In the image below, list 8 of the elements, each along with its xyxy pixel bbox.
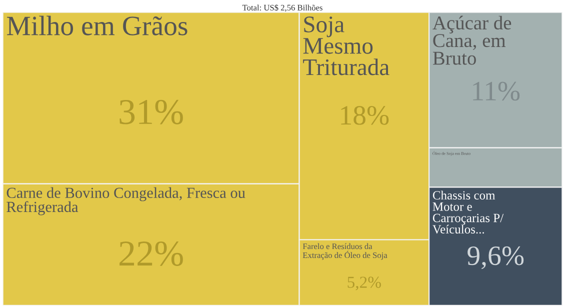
data-label: 9,6%: [468, 246, 524, 270]
category-label: Açúcar de Cana, em Bruto: [432, 16, 512, 65]
category-label: Chassis com Motor e Carroçarias P/ Veículos...: [432, 190, 504, 234]
category-label: Soja Mesmo Triturada: [303, 16, 390, 76]
category-label: Carne de Bovino Congelada, Fresca ou Refrigerada: [6, 187, 246, 216]
text: Total: US$ 2,56 Bilhões: [242, 4, 322, 12]
category-label: Farelo e Resíduos da Extração de Óleo de Soja: [302, 243, 388, 260]
category-label: Milho em Grãos: [6, 16, 188, 36]
